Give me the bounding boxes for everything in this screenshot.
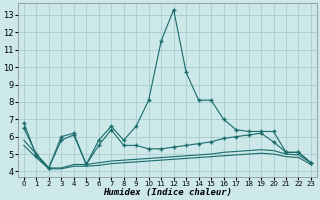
X-axis label: Humidex (Indice chaleur): Humidex (Indice chaleur) bbox=[103, 188, 232, 197]
